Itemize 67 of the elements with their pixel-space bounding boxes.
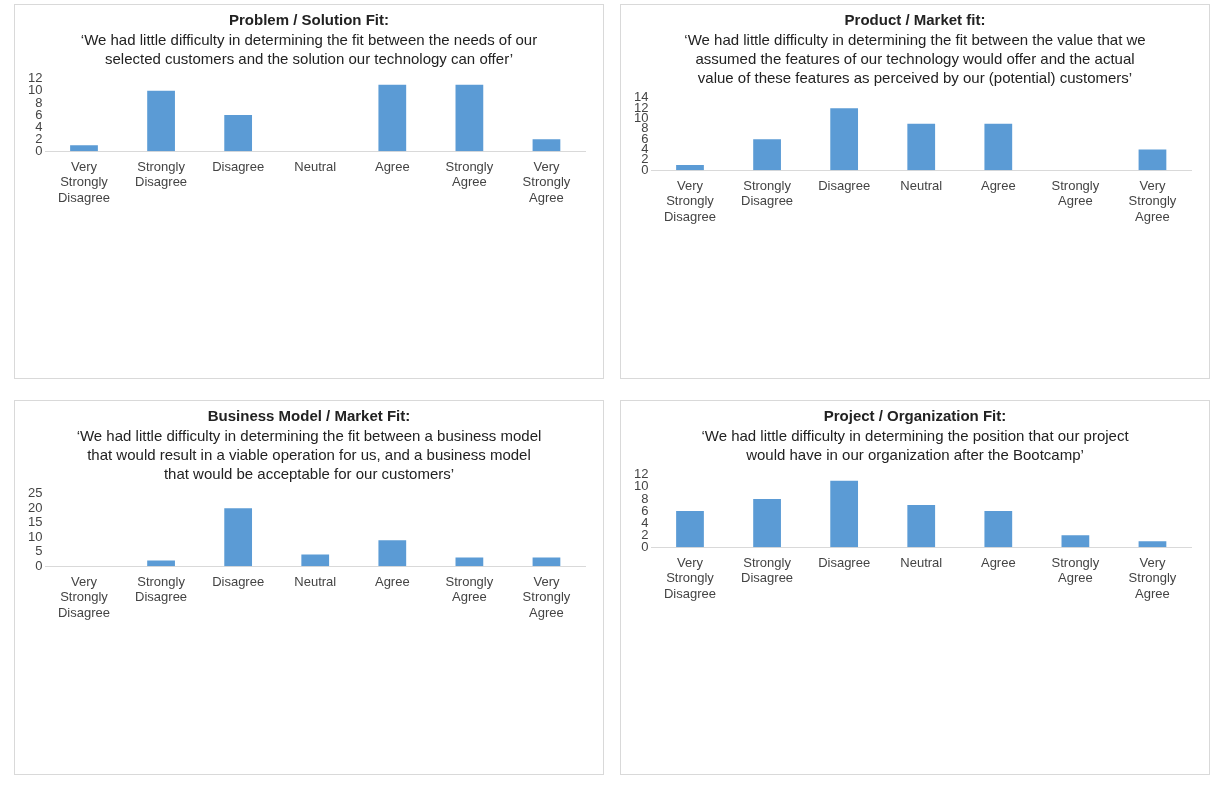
bar <box>984 123 1013 171</box>
x-tick-label: Strongly Agree <box>445 158 494 190</box>
y-tick-label: 0 <box>35 557 43 573</box>
x-tick-label: Very Strongly Agree <box>522 573 571 620</box>
chart-subtitle: ‘We had little difficulty in determining the fit between a business model that would result in a viable operation for us, and a business model that would be acceptable for our customers’ <box>75 426 543 483</box>
bar <box>753 498 781 548</box>
x-tick-label: Agree <box>980 177 1016 193</box>
bar <box>378 84 407 152</box>
bar <box>1138 149 1167 171</box>
x-tick-label: Agree <box>374 158 410 174</box>
bar <box>532 139 561 152</box>
x-tick-label: Very Strongly Disagree <box>57 573 111 620</box>
x-tick-label: Strongly Disagree <box>741 554 794 586</box>
bar <box>984 511 1013 548</box>
bar <box>1138 541 1167 548</box>
bar <box>830 108 859 171</box>
bar <box>224 115 253 152</box>
x-tick-label: Very Strongly Agree <box>1128 177 1177 224</box>
bar <box>753 139 781 171</box>
x-tick-label: Strongly Agree <box>1051 177 1100 209</box>
x-tick-label: Strongly Agree <box>445 573 494 605</box>
x-tick-label: Disagree <box>818 554 871 570</box>
chart-subtitle: ‘We had little difficulty in determining the position that our project would have in our organization after the Bootcamp’ <box>700 426 1130 464</box>
bar <box>224 508 253 567</box>
x-tick-label: Very Strongly Agree <box>522 158 571 205</box>
y-tick-label: 25 <box>27 485 43 501</box>
y-tick-label: 5 <box>35 543 43 559</box>
x-tick-label: Very Strongly Disagree <box>663 177 717 224</box>
bar <box>1061 535 1090 548</box>
x-tick-label: Disagree <box>212 573 265 589</box>
y-tick-label: 10 <box>27 528 43 544</box>
bar <box>907 123 936 171</box>
chart-subtitle: ‘We had little difficulty in determining the fit between the needs of our selected customers and the solution our technology can offer’ <box>79 30 539 68</box>
x-tick-label: Disagree <box>212 158 265 174</box>
x-tick-label: Agree <box>980 554 1016 570</box>
bar <box>676 165 704 171</box>
x-tick-label: Neutral <box>294 158 337 174</box>
chart-title: Business Model / Market Fit: <box>206 407 412 424</box>
bar <box>147 90 175 152</box>
chart-title: Problem / Solution Fit: <box>228 11 390 28</box>
x-tick-label: Agree <box>374 573 410 589</box>
y-tick-label: 15 <box>27 514 43 530</box>
bar <box>455 557 484 567</box>
bar <box>455 84 484 152</box>
chart-title: Project / Organization Fit: <box>822 407 1008 424</box>
x-tick-label: Neutral <box>900 554 943 570</box>
bar <box>830 480 859 548</box>
bar <box>301 554 330 567</box>
x-tick-label: Very Strongly Agree <box>1128 554 1177 601</box>
x-tick-label: Strongly Agree <box>1051 554 1100 586</box>
x-tick-label: Neutral <box>294 573 337 589</box>
bar <box>907 504 936 548</box>
x-tick-label: Strongly Disagree <box>135 573 188 605</box>
x-tick-label: Disagree <box>818 177 871 193</box>
chart-subtitle: ‘We had little difficulty in determining the fit between the value that we assumed the features of our technology would offer and the actual value of these features as perceived by our (potential) customers’ <box>683 30 1147 87</box>
bar <box>378 540 407 567</box>
x-tick-label: Very Strongly Disagree <box>57 158 111 205</box>
x-tick-label: Strongly Disagree <box>741 177 794 209</box>
bar <box>70 145 98 152</box>
chart-title: Product / Market fit: <box>843 11 987 28</box>
bar <box>532 557 561 567</box>
x-tick-label: Neutral <box>900 177 943 193</box>
x-tick-label: Strongly Disagree <box>135 158 188 190</box>
x-tick-label: Very Strongly Disagree <box>663 554 717 601</box>
bar <box>147 560 175 567</box>
bar <box>676 511 704 548</box>
y-tick-label: 20 <box>27 499 43 515</box>
